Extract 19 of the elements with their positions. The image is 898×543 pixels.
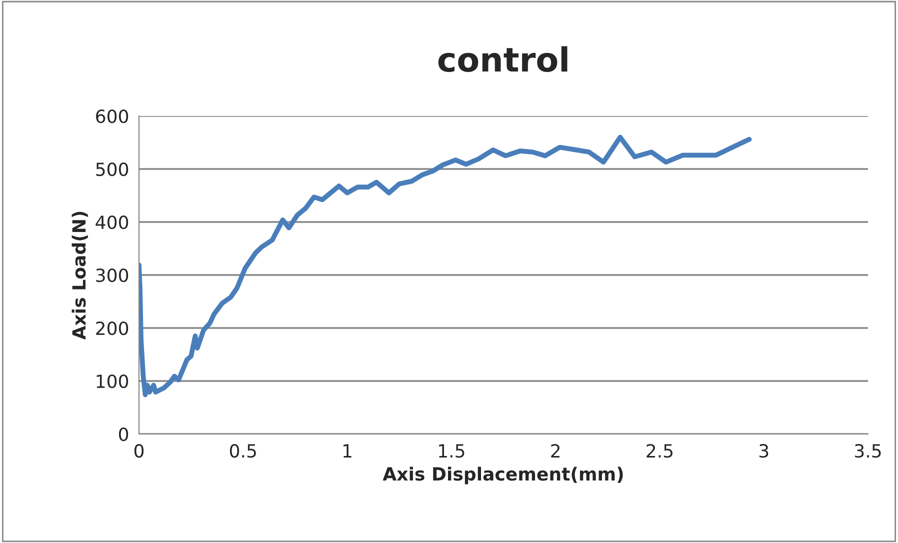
y-tick-label: 200 bbox=[96, 321, 128, 336]
y-tick-label: 400 bbox=[96, 215, 128, 230]
y-axis-title: Axis Load(N) bbox=[72, 212, 88, 340]
x-tick-label: 3 bbox=[759, 444, 768, 458]
x-axis-title: Axis Displacement(mm) bbox=[382, 466, 623, 484]
line-series bbox=[139, 134, 752, 398]
x-tick-label: 3.5 bbox=[855, 444, 881, 458]
y-tick-label: 300 bbox=[96, 268, 128, 282]
x-tick-label: 2 bbox=[551, 444, 560, 458]
y-tick-label: 600 bbox=[96, 109, 128, 124]
x-tick-label: 1 bbox=[344, 444, 352, 458]
x-tick-label: 0 bbox=[134, 444, 144, 458]
x-tick-label: 1.5 bbox=[439, 444, 464, 458]
y-tick-label: 500 bbox=[96, 162, 128, 176]
x-tick-label: 2.5 bbox=[646, 444, 672, 458]
y-tick-label: 0 bbox=[118, 427, 128, 442]
chart-title: control bbox=[438, 46, 568, 72]
y-tick-label: 100 bbox=[96, 374, 128, 388]
x-tick-label: 0.5 bbox=[230, 444, 256, 458]
